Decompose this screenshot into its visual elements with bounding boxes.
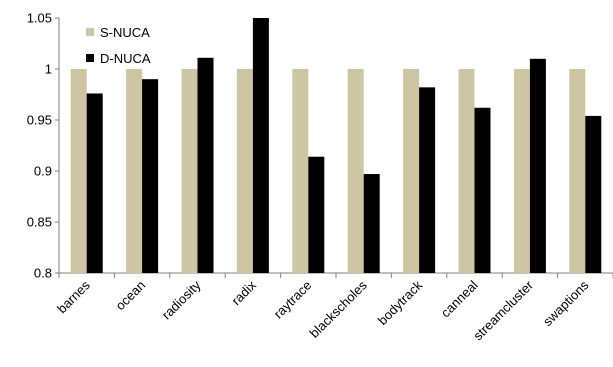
x-tick-label: radiosity	[159, 277, 204, 322]
bar-d-nuca	[585, 115, 602, 273]
bar-d-nuca	[142, 79, 159, 273]
bar-s-nuca	[181, 69, 198, 273]
bar-d-nuca	[474, 107, 491, 273]
y-tick-label: 1	[45, 62, 52, 77]
bar-s-nuca	[403, 69, 420, 273]
y-tick-label: 0.8	[34, 266, 52, 281]
bar-d-nuca	[252, 18, 269, 273]
bar-d-nuca	[86, 93, 103, 273]
bar-d-nuca	[197, 57, 214, 273]
bar-s-nuca	[569, 69, 586, 273]
x-tick-label: radix	[228, 277, 259, 308]
bar-s-nuca	[347, 69, 364, 273]
y-tick-label: 0.95	[27, 113, 52, 128]
legend-swatch	[86, 54, 94, 62]
y-tick-label: 0.9	[34, 164, 52, 179]
bar-s-nuca	[513, 69, 530, 273]
x-tick-label: bodytrack	[375, 277, 426, 328]
legend-label: S-NUCA	[100, 25, 150, 40]
bar-s-nuca	[458, 69, 475, 273]
legend-label: D-NUCA	[100, 51, 151, 66]
bar-s-nuca	[70, 69, 87, 273]
bar-d-nuca	[529, 58, 546, 273]
x-tick-label: canneal	[438, 277, 481, 320]
x-tick-label: swaptions	[540, 277, 592, 329]
bar-s-nuca	[236, 69, 253, 273]
bar-s-nuca	[126, 69, 143, 273]
legend: S-NUCA D-NUCA	[86, 25, 151, 66]
x-tick-label: ocean	[113, 278, 149, 314]
y-tick-label: 1.05	[27, 11, 52, 26]
x-tick-label: streamcluster	[470, 277, 536, 343]
bar-d-nuca	[363, 174, 380, 273]
bar-d-nuca	[308, 156, 325, 273]
legend-swatch	[86, 28, 94, 36]
x-tick-label: barnes	[54, 277, 93, 316]
bar-d-nuca	[419, 87, 436, 273]
bar-s-nuca	[292, 69, 309, 273]
x-tick-label: raytrace	[271, 278, 315, 322]
y-tick-label: 0.85	[27, 215, 52, 230]
x-tick-label: blackscholes	[307, 277, 371, 341]
